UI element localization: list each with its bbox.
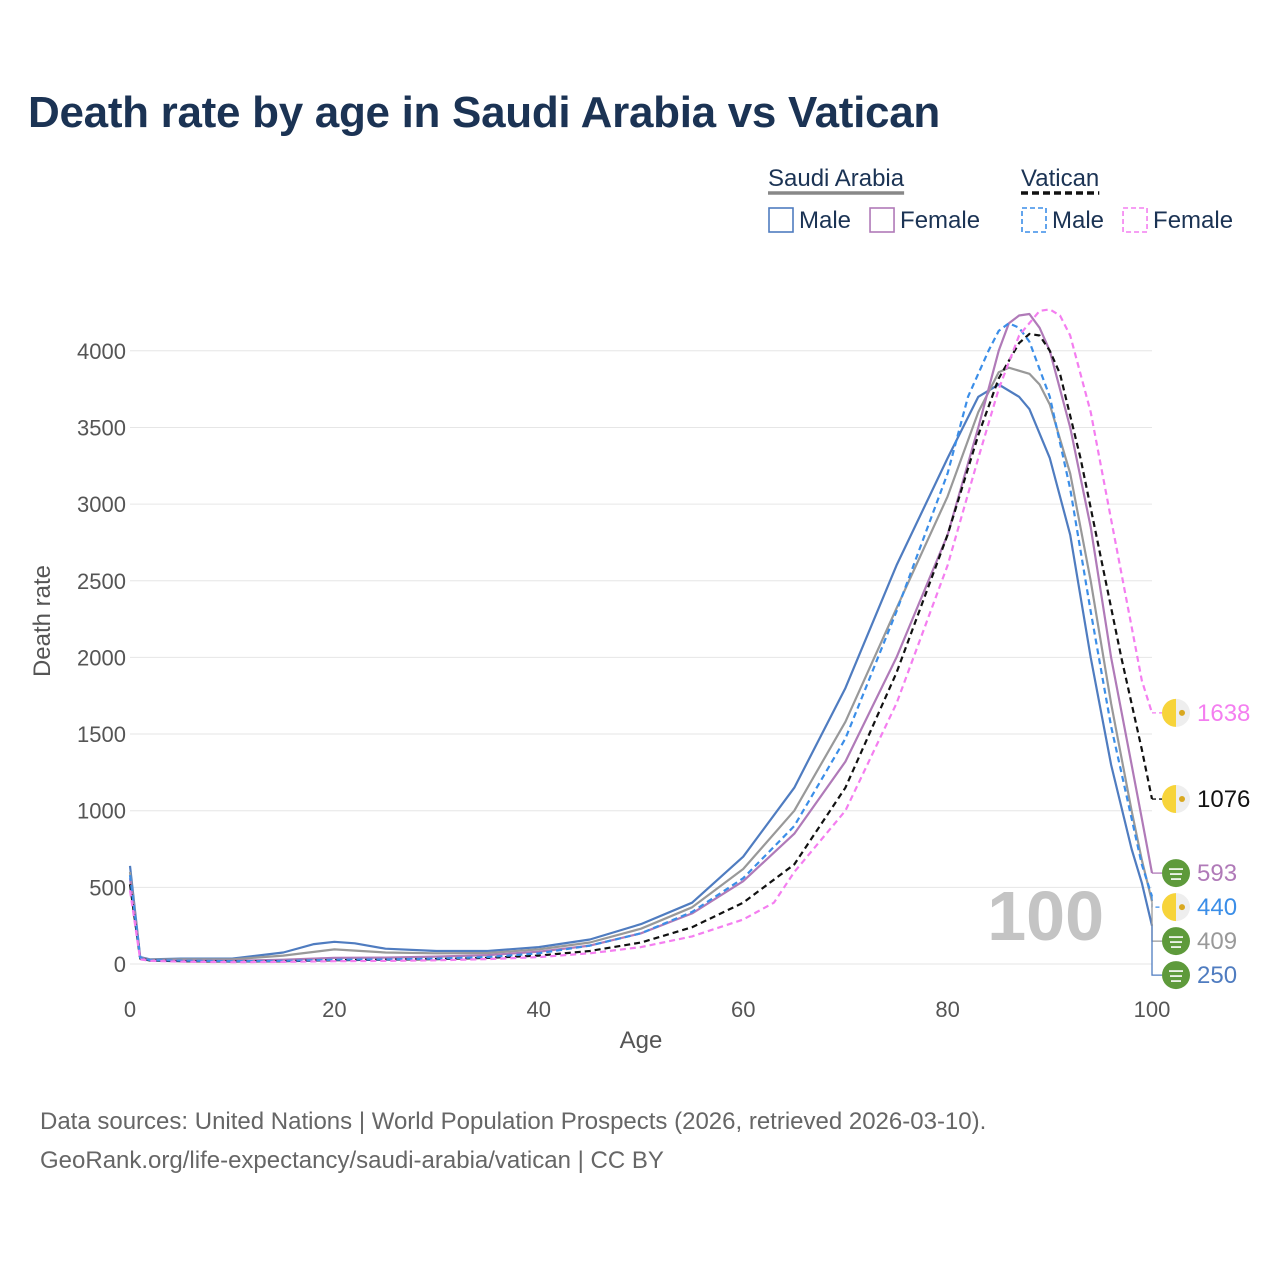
line-saudi-arabia-female — [128, 312, 1154, 962]
x-axis-label: Age — [620, 1027, 663, 1054]
vatican-flag-icon — [1162, 893, 1190, 922]
end-label-saudi-arabia-male: 250 — [1197, 962, 1237, 989]
line-vatican-female — [128, 308, 1154, 964]
x-tick-label-40: 40 — [527, 997, 551, 1022]
x-tick-label-100: 100 — [1134, 997, 1171, 1022]
saudi-arabia-flag-icon — [1162, 859, 1190, 888]
line-vatican-total — [128, 332, 1154, 963]
x-tick-label-60: 60 — [731, 997, 755, 1022]
leader-saudi-arabia-male — [1151, 925, 1162, 976]
chart-title: Death rate by age in Saudi Arabia vs Vat… — [28, 88, 940, 137]
legend-group-saudi-arabia: Saudi Arabia — [768, 165, 905, 192]
line-saudi-arabia-total — [128, 366, 1154, 961]
data-source-note: Data sources: United Nations | World Pop… — [40, 1108, 987, 1135]
legend-label-saudi-arabia-male: Male — [799, 207, 851, 234]
x-tick-label-0: 0 — [124, 997, 136, 1022]
y-axis-label: Death rate — [29, 565, 56, 677]
legend: Saudi Arabia Male Female Vatican Male Female — [768, 165, 1233, 234]
end-label-vatican-male: 440 — [1197, 894, 1237, 921]
leader-vatican-male — [1151, 896, 1162, 908]
line-vatican-male — [128, 322, 1154, 963]
legend-swatch-saudi-arabia-female[interactable] — [869, 207, 895, 233]
x-tick-label-20: 20 — [322, 997, 346, 1022]
y-tick-label-500: 500 — [89, 875, 126, 900]
series-lines — [128, 308, 1154, 964]
y-tick-label-1000: 1000 — [77, 799, 126, 824]
legend-swatch-saudi-arabia-male[interactable] — [768, 207, 794, 233]
y-tick-label-1500: 1500 — [77, 722, 126, 747]
vatican-flag-icon — [1162, 698, 1190, 727]
y-tick-label-0: 0 — [114, 952, 126, 977]
y-axis-ticks: 0 500 1000 1500 2000 2500 3000 3500 4000 — [77, 339, 126, 977]
line-saudi-arabia-male — [128, 383, 1154, 961]
credit-link[interactable]: GeoRank.org/life-expectancy/saudi-arabia… — [40, 1147, 664, 1174]
end-label-saudi-arabia-female: 593 — [1197, 860, 1237, 887]
legend-label-vatican-male: Male — [1052, 207, 1104, 234]
end-label-saudi-arabia-total: 409 — [1197, 928, 1237, 955]
saudi-arabia-flag-icon — [1162, 961, 1190, 990]
legend-swatch-vatican-male[interactable] — [1021, 207, 1047, 233]
gridlines — [130, 350, 1152, 965]
legend-group-vatican: Vatican — [1021, 165, 1099, 192]
legend-label-saudi-arabia-female: Female — [900, 207, 980, 234]
y-tick-label-2000: 2000 — [77, 645, 126, 670]
age-watermark: 100 — [987, 877, 1104, 955]
end-label-vatican-female: 1638 — [1197, 700, 1250, 727]
end-labels: 1638 1076 593 440 409 250 — [1151, 698, 1250, 990]
end-label-vatican-total: 1076 — [1197, 786, 1250, 813]
legend-label-vatican-female: Female — [1153, 207, 1233, 234]
x-axis-ticks: 0 20 40 60 80 100 — [124, 997, 1170, 1022]
y-tick-label-4000: 4000 — [77, 339, 126, 364]
x-tick-label-80: 80 — [935, 997, 959, 1022]
vatican-flag-icon — [1162, 785, 1190, 814]
y-tick-label-3000: 3000 — [77, 492, 126, 517]
y-tick-label-2500: 2500 — [77, 569, 126, 594]
legend-swatch-vatican-female[interactable] — [1122, 207, 1148, 233]
saudi-arabia-flag-icon — [1162, 927, 1190, 956]
y-tick-label-3500: 3500 — [77, 415, 126, 440]
